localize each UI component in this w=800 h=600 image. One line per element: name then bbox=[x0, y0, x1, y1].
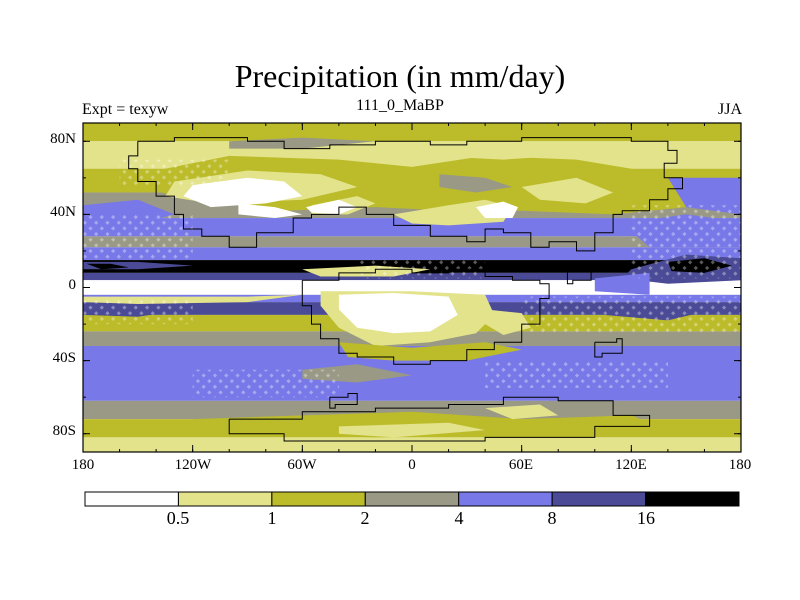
coastline bbox=[566, 265, 592, 285]
precip-field bbox=[83, 123, 741, 452]
time-label: 111_0_MaBP bbox=[356, 97, 444, 114]
precip-region bbox=[485, 309, 531, 335]
colorbar-label: 16 bbox=[637, 508, 655, 528]
hatch-texture bbox=[119, 159, 230, 187]
precip-region bbox=[521, 177, 614, 204]
coastline bbox=[329, 393, 358, 409]
coastline bbox=[301, 268, 550, 365]
precip-region bbox=[229, 137, 376, 149]
colorbar-box bbox=[271, 491, 366, 507]
hatch-texture bbox=[485, 360, 668, 388]
coastline bbox=[128, 137, 683, 252]
precip-region bbox=[466, 148, 559, 160]
hatch-texture bbox=[521, 296, 741, 334]
y-tick-label: 80N bbox=[50, 131, 76, 147]
precip-region bbox=[86, 263, 129, 270]
colorbar-label: 2 bbox=[360, 508, 370, 528]
colorbar-box bbox=[645, 491, 740, 507]
colorbar-label: 1 bbox=[267, 508, 277, 528]
x-tick-label: 60E bbox=[508, 457, 534, 473]
coastline bbox=[594, 338, 623, 358]
precip-band bbox=[83, 123, 741, 142]
colorbar bbox=[84, 491, 740, 507]
x-tick-label: 120W bbox=[174, 457, 212, 473]
precip-region bbox=[338, 342, 522, 361]
x-tick-label: 60W bbox=[287, 457, 317, 473]
precip-band bbox=[83, 236, 741, 248]
precip-band bbox=[83, 218, 741, 237]
hatch-texture bbox=[357, 260, 486, 279]
colorbar-box bbox=[551, 491, 647, 507]
x-tick-label: 180 bbox=[71, 457, 95, 473]
colorbar-box bbox=[84, 491, 179, 507]
colorbar-label: 0.5 bbox=[166, 508, 190, 528]
y-tick-label: 40N bbox=[50, 204, 76, 220]
colorbar-box bbox=[364, 491, 460, 507]
precip-region bbox=[338, 422, 486, 438]
precip-band bbox=[83, 400, 741, 420]
precip-band bbox=[83, 437, 741, 452]
hatch-texture bbox=[192, 369, 339, 398]
precip-region bbox=[476, 201, 518, 218]
x-tick-label: 180 bbox=[728, 457, 752, 473]
axis-ticks bbox=[82, 123, 742, 452]
precip-region bbox=[338, 293, 458, 334]
experiment-label: Expt = texyw bbox=[82, 101, 169, 118]
colorbar-box bbox=[177, 491, 273, 507]
hatch-texture bbox=[83, 298, 193, 325]
coastline bbox=[228, 396, 651, 442]
coastlines bbox=[128, 137, 683, 442]
season-label: JJA bbox=[717, 101, 742, 118]
precip-region bbox=[238, 203, 303, 218]
y-tick-label: 0 bbox=[68, 277, 77, 293]
precip-region bbox=[439, 174, 513, 193]
hatch-texture bbox=[83, 214, 193, 261]
plot-title: Precipitation (in mm/day) bbox=[234, 58, 566, 94]
precip-region bbox=[485, 404, 559, 420]
y-tick-label: 40S bbox=[52, 350, 76, 366]
colorbar-label: 8 bbox=[547, 508, 557, 528]
precip-region bbox=[83, 282, 303, 293]
precip-region bbox=[306, 199, 358, 215]
colorbar-box bbox=[458, 491, 553, 507]
x-tick-label: 120E bbox=[615, 457, 647, 473]
colorbar-label: 4 bbox=[454, 508, 464, 528]
precip-region bbox=[667, 177, 741, 215]
hatch-texture bbox=[631, 205, 741, 279]
x-tick-label: 0 bbox=[408, 457, 416, 473]
y-tick-label: 80S bbox=[52, 423, 76, 439]
